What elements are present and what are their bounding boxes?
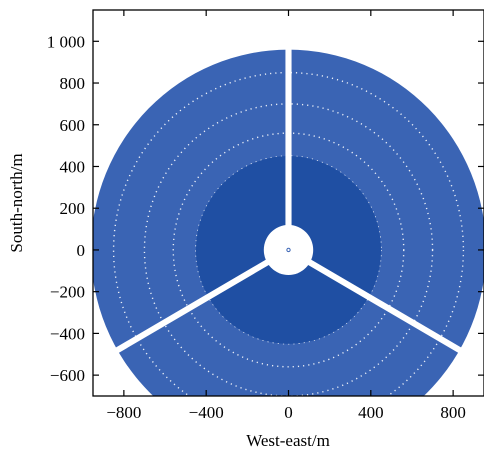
tower-center [286, 247, 291, 253]
ring-boundary-2 [172, 132, 405, 368]
y-tick-label-6: 600 [60, 116, 86, 135]
ring-boundary-4 [112, 71, 465, 396]
y-tick-label-0: −600 [50, 366, 85, 385]
heliostat-field [93, 49, 484, 396]
y-tick-label-5: 400 [60, 157, 86, 176]
x-axis-label: West-east/m [246, 431, 330, 450]
plot-area [93, 49, 484, 396]
y-tick-label-7: 800 [60, 74, 86, 93]
y-tick-label-1: −400 [50, 324, 85, 343]
x-tick-label-3: 400 [358, 403, 384, 422]
y-tick-label-8: 1 000 [47, 32, 85, 51]
y-tick-label-3: 0 [77, 241, 86, 260]
heliostat-dense-zone [195, 156, 382, 344]
y-axis-label: South-north/m [7, 153, 26, 252]
y-tick-label-2: −200 [50, 283, 85, 302]
y-axis-ticks: −600 −400 −200 0 200 400 600 800 1 000 [47, 32, 484, 385]
ring-boundary-3 [143, 103, 434, 396]
x-tick-label-4: 800 [440, 403, 466, 422]
x-tick-label-2: 0 [284, 403, 293, 422]
x-axis-ticks: −800 −400 0 400 800 [106, 10, 466, 422]
y-tick-label-4: 200 [60, 199, 86, 218]
x-tick-label-1: −400 [189, 403, 224, 422]
tower-marker [286, 247, 291, 253]
x-tick-label-0: −800 [106, 403, 141, 422]
